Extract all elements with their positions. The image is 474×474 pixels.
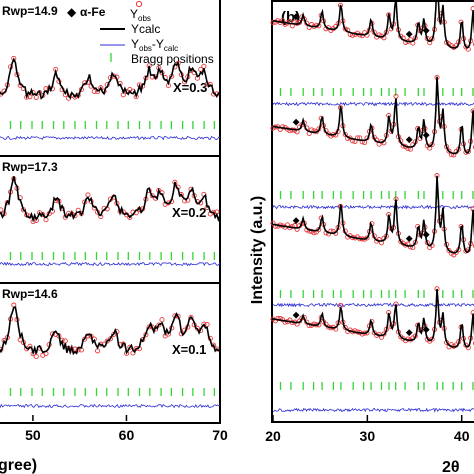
x-tick-label: 30 xyxy=(360,428,376,444)
difference-line-1 xyxy=(272,101,474,107)
legend-alpha-fe-label: α-Fe xyxy=(80,5,106,19)
calculated-line-3 xyxy=(272,175,474,254)
difference-line-2 xyxy=(272,204,474,210)
difference-line-3 xyxy=(0,403,221,409)
alpha-fe-marker: ◆ xyxy=(423,130,430,140)
observed-point xyxy=(107,336,113,342)
observed-point xyxy=(296,19,303,25)
observed-point xyxy=(407,244,413,250)
alpha-fe-marker: ◆ xyxy=(293,215,300,225)
observed-point xyxy=(0,207,4,213)
observed-point xyxy=(188,314,194,320)
alpha-fe-marker: ◆ xyxy=(293,309,300,319)
panel-a-traces xyxy=(0,55,221,409)
observed-point xyxy=(270,220,276,226)
panel-a-xlabel: gree) xyxy=(0,457,37,474)
panel-b-traces: ◆◆◆◆◆◆◆◆◆◆◆◆◆◆◆◆ xyxy=(270,0,474,413)
alpha-fe-marker: ◆ xyxy=(293,11,300,21)
observed-point xyxy=(472,243,474,249)
observed-point xyxy=(472,145,474,150)
observed-point xyxy=(33,353,39,360)
observed-point xyxy=(446,148,452,154)
difference-line-1 xyxy=(0,135,221,141)
alpha-fe-marker: ◆ xyxy=(423,25,430,35)
observed-point xyxy=(472,42,474,47)
observed-point xyxy=(85,192,91,198)
x-tick-label: 50 xyxy=(25,427,41,443)
x-tick-label: 40 xyxy=(454,428,470,444)
panel-b-ylabel: Intensity (a.u.) xyxy=(249,196,266,304)
alpha-fe-marker: ◆ xyxy=(423,229,430,239)
legend-ycalc-label: Ycalc xyxy=(131,22,160,36)
panel-b-xlabel: 2θ xyxy=(442,459,460,474)
difference-line-3 xyxy=(272,302,474,308)
observed-point xyxy=(429,36,435,42)
observed-point xyxy=(127,214,133,221)
alpha-fe-marker: ◆ xyxy=(406,233,413,243)
rwp-label-3: Rwp=14.6 xyxy=(2,287,58,301)
legend: ◆ α-Fe Yobs Ycalc Yobs-Ycalc Bragg posit… xyxy=(67,0,214,66)
calculated-line-3 xyxy=(0,306,221,356)
observed-point xyxy=(159,317,165,323)
observed-point xyxy=(62,338,68,344)
observed-point xyxy=(359,331,365,337)
observed-point xyxy=(472,341,474,346)
panel-b-x-axis: 20 30 40 xyxy=(265,415,470,444)
observed-point xyxy=(270,125,276,131)
observed-point xyxy=(342,325,348,331)
x-label-1: X=0.3 xyxy=(173,80,207,95)
legend-diff-label: Yobs-Ycalc xyxy=(131,37,178,53)
observed-point xyxy=(280,124,286,130)
observed-point xyxy=(364,235,370,241)
calculated-line-4 xyxy=(272,288,474,348)
observed-point xyxy=(270,20,276,26)
legend-yobs-label: Yobs xyxy=(130,7,151,23)
legend-alpha-fe-marker: ◆ xyxy=(67,5,77,19)
observed-point xyxy=(342,131,348,138)
legend-bragg-label: Bragg positions xyxy=(131,52,214,66)
difference-line-2 xyxy=(0,261,221,267)
x-tick-label: 70 xyxy=(212,427,228,443)
observed-point xyxy=(95,348,101,354)
alpha-fe-marker: ◆ xyxy=(293,117,300,127)
alpha-fe-marker: ◆ xyxy=(406,327,413,337)
rwp-label-2: Rwp=17.3 xyxy=(2,160,58,174)
difference-line-4 xyxy=(272,407,474,413)
x-label-2: X=0.2 xyxy=(172,205,206,220)
observed-point xyxy=(342,26,348,32)
observed-point xyxy=(429,336,435,342)
observed-point xyxy=(91,88,97,94)
calculated-line-2 xyxy=(0,176,221,223)
panel-a-x-axis: 50 60 70 xyxy=(25,415,228,443)
observed-point xyxy=(27,343,33,349)
x-label-3: X=0.1 xyxy=(172,342,206,357)
panel-a: ◆ α-Fe Yobs Ycalc Yobs-Ycalc Bragg posit… xyxy=(0,0,228,474)
x-tick-label: 20 xyxy=(265,428,281,444)
legend-yobs-marker xyxy=(135,0,143,8)
rwp-label-1: Rwp=14.9 xyxy=(2,4,58,18)
panel-a-frame xyxy=(0,0,221,424)
alpha-fe-marker: ◆ xyxy=(406,134,413,144)
observed-point xyxy=(359,33,365,39)
observed-point xyxy=(304,319,310,325)
calculated-line-1 xyxy=(0,57,221,100)
observed-point xyxy=(156,322,162,328)
alpha-fe-marker: ◆ xyxy=(423,324,430,334)
calculated-line-1 xyxy=(272,0,474,49)
alpha-fe-marker: ◆ xyxy=(406,29,413,39)
x-tick-label: 60 xyxy=(119,427,135,443)
observed-point xyxy=(381,331,387,337)
panel-b-frame xyxy=(271,0,474,423)
panel-b: Intensity (a.u.) (b) ◆◆◆◆◆◆◆◆◆◆◆◆◆◆◆◆ 20… xyxy=(249,0,474,474)
observed-point xyxy=(149,193,155,199)
calculated-line-2 xyxy=(272,76,474,155)
